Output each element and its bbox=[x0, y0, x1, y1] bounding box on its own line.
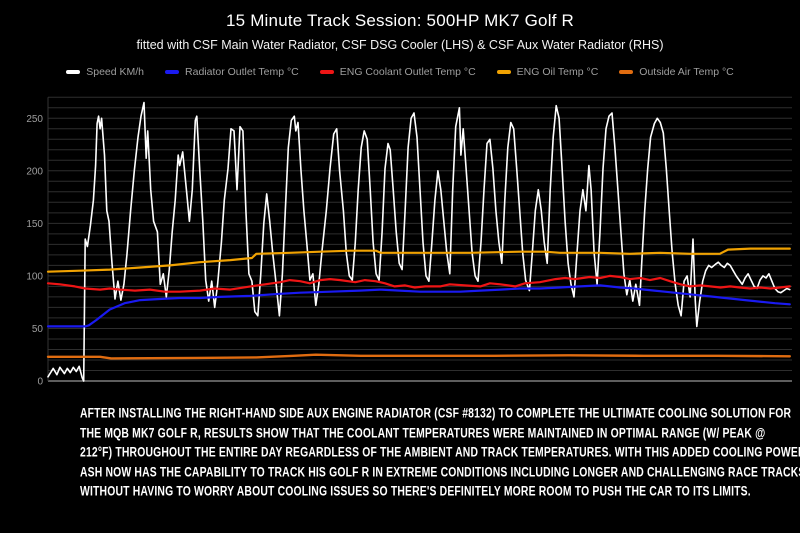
caption-block: AFTER INSTALLING THE RIGHT-HAND SIDE AUX… bbox=[0, 403, 800, 501]
legend-label: ENG Coolant Outlet Temp °C bbox=[339, 66, 476, 78]
y-tick-label: 100 bbox=[26, 271, 43, 282]
caption-line: AFTER INSTALLING THE RIGHT-HAND SIDE AUX… bbox=[80, 404, 792, 421]
caption-line: WITHOUT HAVING TO WORRY ABOUT COOLING IS… bbox=[80, 482, 751, 499]
y-tick-label: 200 bbox=[26, 166, 43, 177]
caption-line: THE MQB MK7 GOLF R, RESULTS SHOW THAT TH… bbox=[80, 423, 766, 441]
legend-swatch bbox=[496, 70, 511, 74]
caption-line: 212°F) THROUGHOUT THE ENTIRE DAY REGARDL… bbox=[80, 443, 800, 460]
legend-item: Speed KM/h bbox=[66, 66, 144, 78]
series-line bbox=[46, 353, 791, 360]
legend-item: Radiator Outlet Temp °C bbox=[165, 66, 299, 78]
y-tick-label: 50 bbox=[32, 324, 44, 335]
legend-swatch bbox=[619, 70, 634, 74]
track-session-chart: 0 50 100 150 200 250 bbox=[26, 96, 792, 388]
legend-item: Outside Air Temp °C bbox=[619, 66, 734, 78]
y-tick-labels: 0 50 100 150 200 250 bbox=[26, 114, 43, 388]
caption-line: ASH NOW HAS THE CAPABILITY TO TRACK HIS … bbox=[80, 462, 800, 480]
legend-label: Radiator Outlet Temp °C bbox=[185, 66, 299, 78]
legend-label: Speed KM/h bbox=[86, 66, 145, 78]
chart-subtitle: fitted with CSF Main Water Radiator, CSF… bbox=[136, 38, 664, 52]
chart-legend: Speed KM/h Radiator Outlet Temp °C ENG Coo… bbox=[0, 66, 800, 78]
y-tick-label: 150 bbox=[26, 219, 43, 230]
series-line bbox=[46, 274, 791, 293]
legend-swatch bbox=[165, 70, 180, 74]
series-line bbox=[46, 247, 791, 273]
chart-title: 15 Minute Track Session: 500HP MK7 Golf … bbox=[225, 11, 575, 30]
y-tick-label: 0 bbox=[37, 377, 43, 388]
legend-label: Outside Air Temp °C bbox=[639, 66, 734, 78]
legend-swatch bbox=[319, 70, 334, 74]
gridlines bbox=[47, 96, 792, 382]
y-tick-label: 250 bbox=[26, 114, 43, 125]
legend-item: ENG Coolant Outlet Temp °C bbox=[319, 66, 476, 78]
legend-swatch bbox=[66, 70, 81, 74]
series-line bbox=[46, 284, 791, 328]
series-line bbox=[47, 101, 791, 382]
legend-label: ENG Oil Temp °C bbox=[516, 66, 599, 78]
legend-item: ENG Oil Temp °C bbox=[496, 66, 599, 78]
